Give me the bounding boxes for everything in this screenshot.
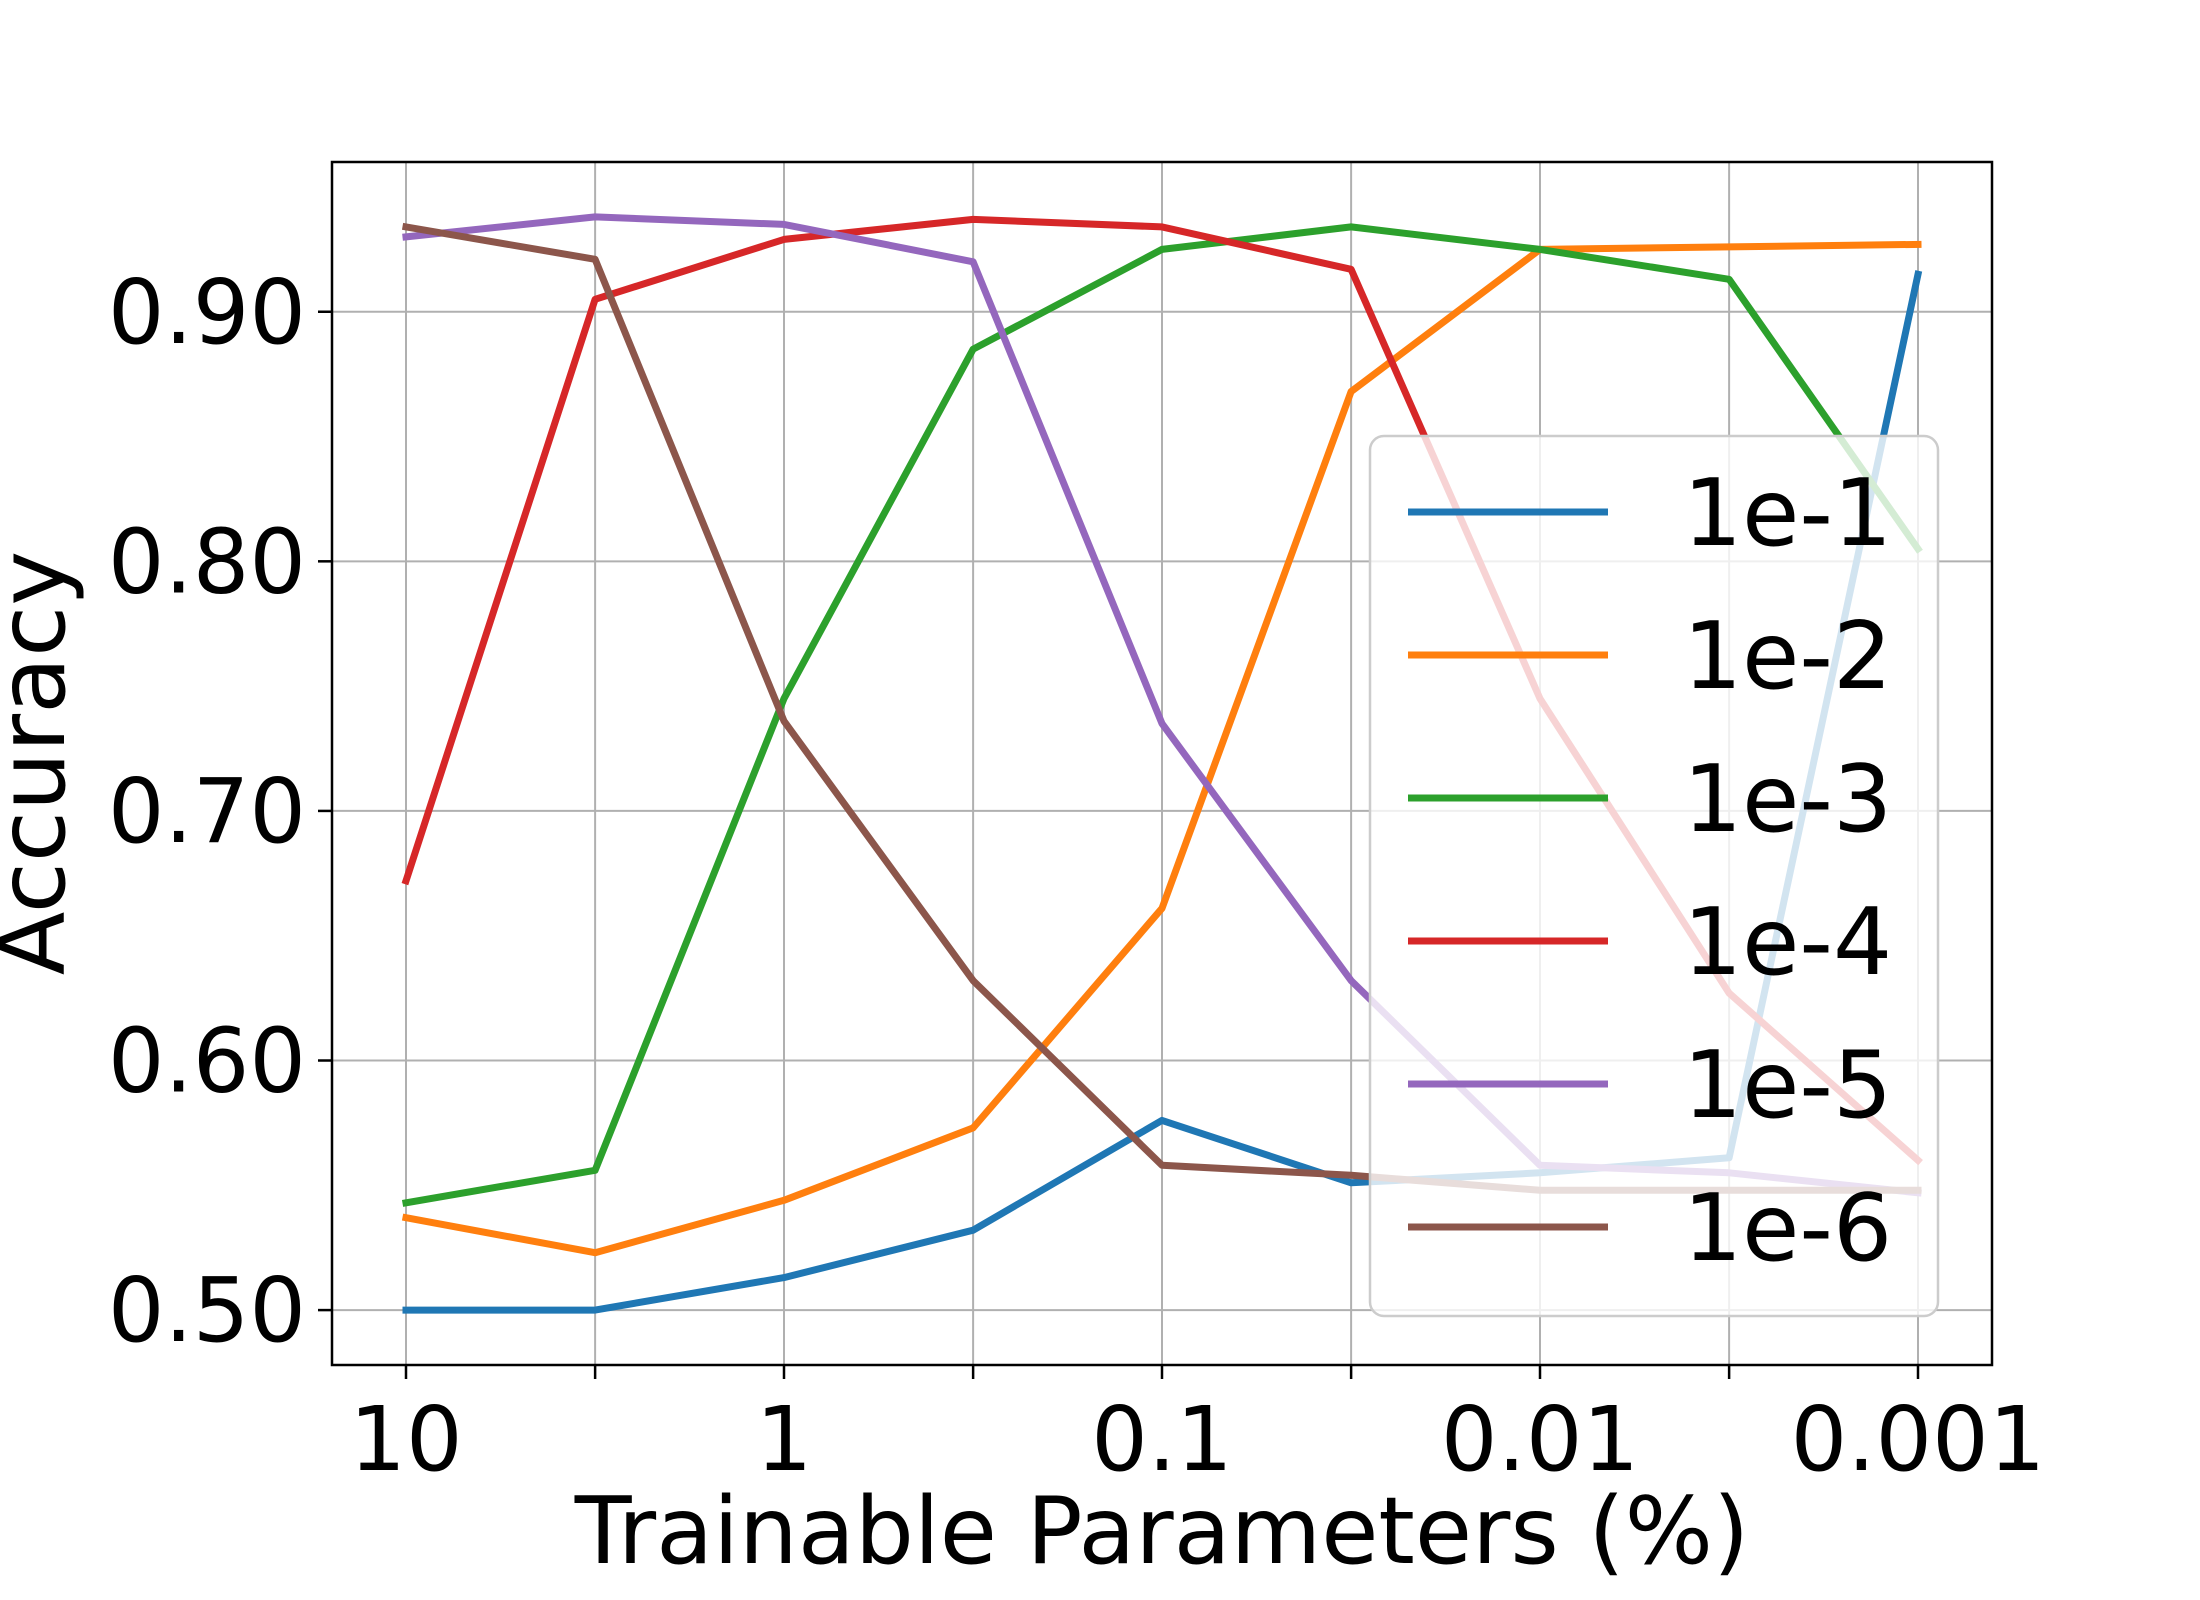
- legend-entries: 1e-1 1e-2 1e-3 1e-4 1e-5 1e-6: [1408, 459, 1892, 1282]
- legend-label: 1e-4: [1683, 888, 1892, 996]
- series-line-1e-3: [401, 223, 1923, 1207]
- legend-label: 1e-1: [1683, 459, 1892, 567]
- y-tick-label: 0.70: [108, 759, 306, 863]
- y-tick-label: 0.50: [108, 1258, 306, 1362]
- x-tick-label: 1: [756, 1387, 813, 1491]
- x-tick-label: 0.1: [1091, 1387, 1233, 1491]
- legend-label: 1e-6: [1683, 1174, 1892, 1282]
- y-axis-title: Accuracy: [0, 551, 86, 976]
- x-tick-label: 0.01: [1441, 1387, 1639, 1491]
- legend: 1e-1 1e-2 1e-3 1e-4 1e-5 1e-6: [1368, 434, 1940, 1318]
- legend-label: 1e-5: [1683, 1031, 1892, 1139]
- x-tick-label: 0.001: [1791, 1387, 2046, 1491]
- series-line-1e-2: [401, 240, 1922, 1257]
- x-axis-title: Trainable Parameters (%): [574, 1477, 1750, 1585]
- y-tick-label: 0.90: [108, 260, 306, 364]
- axis-ticks: 10 1 0.1 0.01 0.001 0.50 0.60 0.70 0.80 0.90: [108, 260, 2046, 1491]
- y-tick-label: 0.80: [108, 509, 306, 613]
- legend-label: 1e-3: [1683, 745, 1892, 853]
- x-tick-label: 10: [349, 1387, 462, 1491]
- y-tick-label: 0.60: [108, 1009, 306, 1113]
- legend-label: 1e-2: [1683, 602, 1892, 710]
